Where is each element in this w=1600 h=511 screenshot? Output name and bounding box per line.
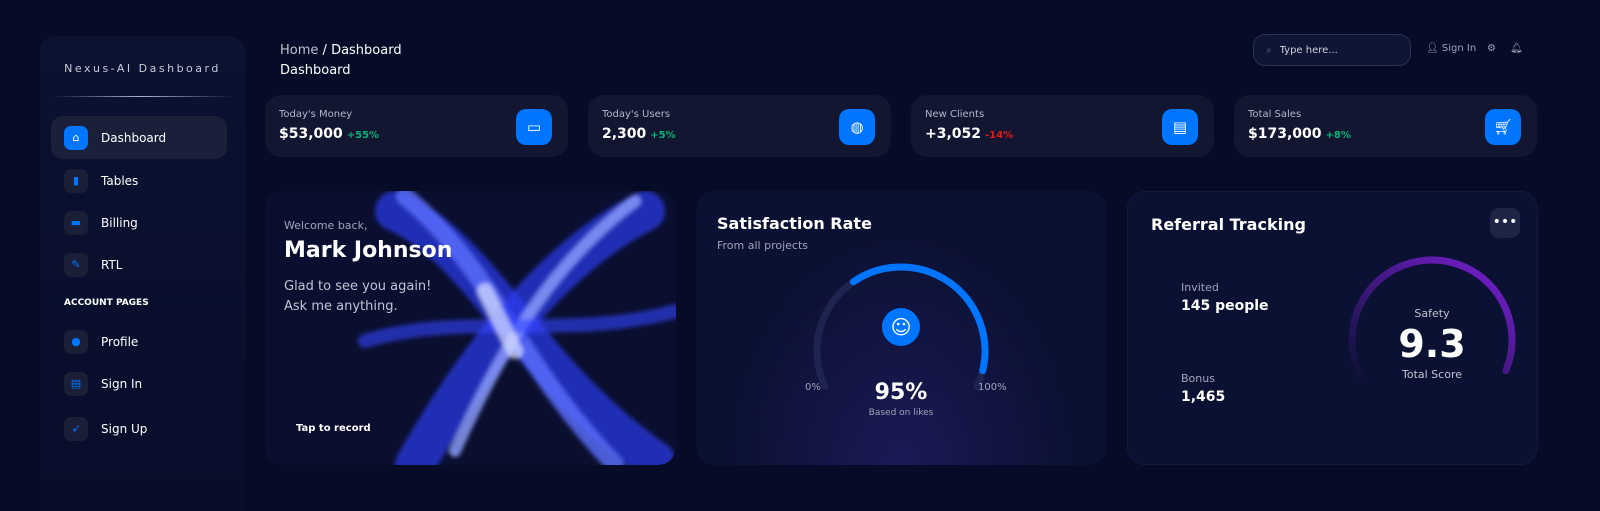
invited-label: Invited <box>1181 281 1219 294</box>
user-icon: 👤︎ <box>1426 43 1439 54</box>
satisfaction-card: Satisfaction Rate From all projects ☺ 0%… <box>696 191 1106 465</box>
score-caption: Total Score <box>1402 368 1462 381</box>
stat-label: New Clients <box>925 109 985 120</box>
breadcrumb-separator: / <box>322 43 327 58</box>
stat-change: +55% <box>346 130 380 141</box>
stat-change: +8% <box>1325 130 1351 141</box>
bell-icon[interactable]: 🔔︎ <box>1510 43 1523 54</box>
breadcrumb-current: Dashboard <box>331 43 402 58</box>
wrench-icon: ✎ <box>64 252 88 277</box>
stat-value: +3,052 -14% <box>925 126 1013 142</box>
brand-logo: Nexus-AI Dashboard <box>64 62 221 75</box>
sidebar-item-label: Profile <box>101 334 139 349</box>
welcome-line-1: Glad to see you again! <box>284 279 432 294</box>
gauge-fill <box>849 263 989 375</box>
welcome-greeting: Welcome back, <box>284 219 368 232</box>
stat-change: +5% <box>650 130 676 141</box>
bonus-value: 1,465 <box>1181 389 1226 405</box>
gauge-max: 100% <box>978 382 1007 393</box>
stat-label: Total Sales <box>1248 109 1302 120</box>
credit-card-icon: ▬ <box>64 210 88 235</box>
globe-icon: ◍ <box>839 109 875 145</box>
referral-card: Referral Tracking ••• Invited 145 people… <box>1127 191 1538 465</box>
stat-amount: +3,052 <box>925 126 982 142</box>
stat-label: Today's Users <box>602 109 671 120</box>
document-icon: ▤ <box>1162 109 1198 145</box>
more-options-button[interactable]: ••• <box>1490 208 1520 238</box>
card-subtitle: From all projects <box>717 239 809 252</box>
stat-value: $173,000 +8% <box>1248 126 1351 142</box>
stat-card: Total Sales $173,000 +8% 🛒︎ <box>1234 95 1537 157</box>
rocket-icon: ➶ <box>64 416 88 441</box>
tap-to-record-link[interactable]: Tap to record <box>296 423 371 434</box>
breadcrumb-home[interactable]: Home <box>280 43 319 58</box>
divider <box>52 96 232 97</box>
page-title: Dashboard <box>280 63 351 78</box>
sidebar-item-label: Dashboard <box>101 130 167 145</box>
sign-in-link[interactable]: 👤︎ Sign In <box>1426 43 1476 54</box>
stat-card: Today's Users 2,300 +5% ◍ <box>588 95 891 157</box>
search-input[interactable] <box>1279 44 1390 56</box>
sidebar-item-label: Billing <box>101 215 138 230</box>
stat-change: -14% <box>985 130 1014 141</box>
bar-chart-icon: ▮ <box>64 168 88 193</box>
sidebar-item-dashboard[interactable]: ⌂ Dashboard <box>51 116 227 159</box>
sign-in-label: Sign In <box>1441 43 1477 54</box>
invited-value: 145 people <box>1181 298 1269 314</box>
card-title: Satisfaction Rate <box>717 214 872 233</box>
gear-icon[interactable]: ⚙ <box>1487 43 1496 54</box>
sidebar: Nexus-AI Dashboard ⌂ Dashboard ▮ Tables ▬ B… <box>40 36 245 511</box>
sidebar-item-sign-in[interactable]: ▤ Sign In <box>51 362 227 405</box>
stat-value: $53,000 +55% <box>279 126 379 142</box>
bonus-label: Bonus <box>1181 372 1215 385</box>
sidebar-item-label: Tables <box>101 173 139 188</box>
stat-amount: $173,000 <box>1248 126 1322 142</box>
welcome-card: Welcome back, Mark Johnson Glad to see y… <box>265 191 676 465</box>
card-title: Referral Tracking <box>1151 215 1306 234</box>
user-icon: ● <box>64 329 88 354</box>
sidebar-item-label: Sign In <box>101 376 143 391</box>
search-icon: ⌕ <box>1266 44 1272 56</box>
home-icon: ⌂ <box>64 125 88 150</box>
satisfaction-caption: Based on likes <box>868 408 934 418</box>
sidebar-item-profile[interactable]: ● Profile <box>51 320 227 363</box>
sidebar-item-label: RTL <box>101 257 123 272</box>
wallet-icon: ▭ <box>516 109 552 145</box>
stat-amount: $53,000 <box>279 126 343 142</box>
breadcrumb: Home / Dashboard <box>280 43 402 58</box>
cart-icon: 🛒︎ <box>1485 109 1521 145</box>
stat-value: 2,300 +5% <box>602 126 676 142</box>
stat-card: Today's Money $53,000 +55% ▭ <box>265 95 568 157</box>
score-gauge-fill <box>1348 256 1516 384</box>
sidebar-item-tables[interactable]: ▮ Tables <box>51 159 227 202</box>
sidebar-item-rtl[interactable]: ✎ RTL <box>51 243 227 286</box>
section-label: ACCOUNT PAGES <box>64 298 149 308</box>
abstract-waves-image <box>358 191 676 465</box>
user-name: Mark Johnson <box>284 238 453 263</box>
stat-label: Today's Money <box>279 109 353 120</box>
smiley-icon: ☺ <box>882 308 920 346</box>
welcome-line-2: Ask me anything. <box>284 299 398 314</box>
score-value: 9.3 <box>1398 322 1466 366</box>
document-icon: ▤ <box>64 371 88 396</box>
sidebar-item-sign-up[interactable]: ➶ Sign Up <box>51 407 227 450</box>
gauge-min: 0% <box>805 382 821 393</box>
sidebar-item-billing[interactable]: ▬ Billing <box>51 201 227 244</box>
stat-amount: 2,300 <box>602 126 647 142</box>
search-box[interactable]: ⌕ <box>1253 34 1411 66</box>
sidebar-item-label: Sign Up <box>101 421 148 436</box>
stat-card: New Clients +3,052 -14% ▤ <box>911 95 1214 157</box>
satisfaction-value: 95% <box>874 380 928 405</box>
gauge-label: Safety <box>1414 307 1450 320</box>
